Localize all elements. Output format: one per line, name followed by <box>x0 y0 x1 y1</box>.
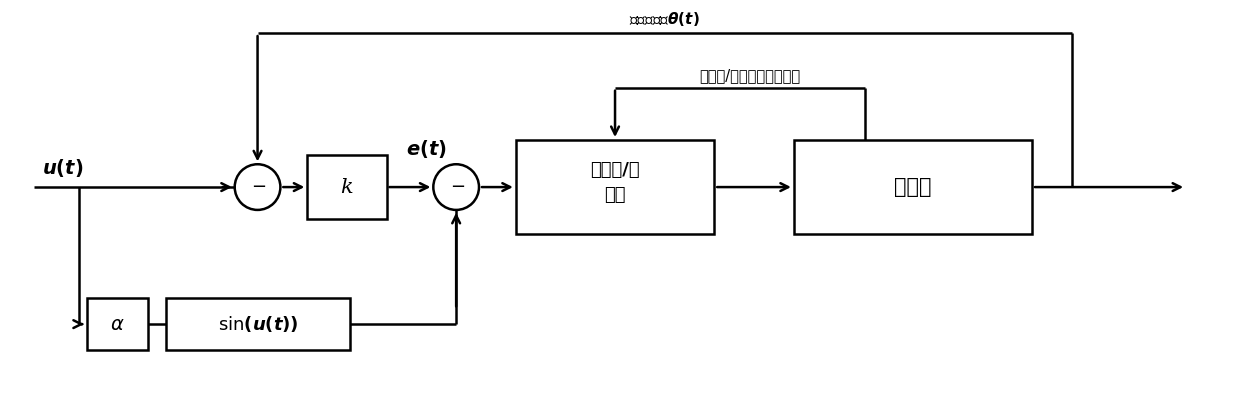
Text: $-$: $-$ <box>250 176 267 194</box>
Bar <box>308 155 387 220</box>
Text: 摆动缸: 摆动缸 <box>894 177 931 197</box>
Bar <box>87 298 149 350</box>
Text: 伺服阀/驱
动器: 伺服阀/驱 动器 <box>590 161 640 204</box>
Text: 反馈角位移$\boldsymbol{\theta(t)}$: 反馈角位移$\boldsymbol{\theta(t)}$ <box>629 10 701 28</box>
Text: $\boldsymbol{u(t)}$: $\boldsymbol{u(t)}$ <box>42 157 83 179</box>
Text: $\alpha$: $\alpha$ <box>110 314 125 333</box>
Text: $\boldsymbol{\mathrm{sin}(u(t))}$: $\boldsymbol{\mathrm{sin}(u(t))}$ <box>218 314 299 334</box>
Bar <box>794 140 1032 234</box>
Text: $-$: $-$ <box>450 176 465 194</box>
Text: 阀位移/角速度、电流反馈: 阀位移/角速度、电流反馈 <box>699 68 801 83</box>
Bar <box>166 298 350 350</box>
Text: k: k <box>341 177 353 197</box>
Bar <box>516 140 714 234</box>
Text: $\boldsymbol{e(t)}$: $\boldsymbol{e(t)}$ <box>405 138 446 160</box>
